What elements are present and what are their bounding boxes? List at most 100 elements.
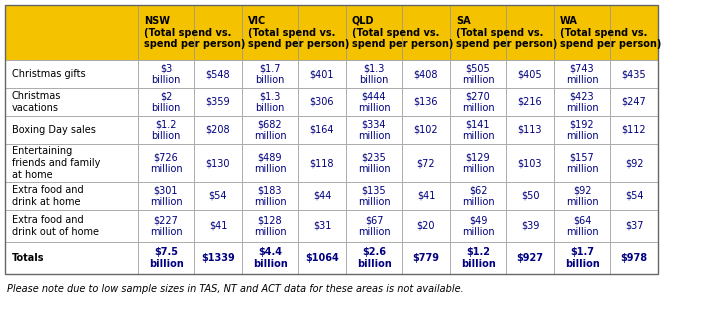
Text: $62
million: $62 million [461, 185, 495, 207]
Bar [298, 242, 346, 274]
Text: $44: $44 [313, 191, 331, 201]
Text: $548: $548 [205, 69, 230, 79]
Bar [610, 144, 658, 182]
Text: $301
million: $301 million [150, 185, 182, 207]
Bar [194, 210, 242, 242]
Bar [506, 144, 554, 182]
Text: Christmas
vacations: Christmas vacations [12, 91, 61, 113]
Bar [242, 144, 298, 182]
Text: $39: $39 [521, 221, 539, 231]
Text: Boxing Day sales: Boxing Day sales [12, 125, 96, 135]
Bar [554, 182, 610, 210]
Bar [242, 88, 298, 116]
Bar [5, 88, 138, 116]
Text: $41: $41 [209, 221, 227, 231]
Bar [138, 182, 194, 210]
Text: $227
million: $227 million [150, 215, 182, 237]
Bar [5, 210, 138, 242]
Bar [242, 242, 298, 274]
Bar [346, 210, 402, 242]
Bar [346, 5, 402, 60]
Bar [298, 60, 346, 88]
Text: $54: $54 [209, 191, 227, 201]
Bar [554, 88, 610, 116]
Text: $927: $927 [516, 253, 544, 263]
Bar [554, 5, 658, 60]
Text: Extra food and
drink out of home: Extra food and drink out of home [12, 215, 99, 237]
Bar [346, 88, 402, 116]
Bar [138, 5, 194, 60]
Text: $743
million: $743 million [566, 63, 598, 85]
Bar [554, 5, 610, 60]
Bar [194, 116, 242, 144]
Text: NSW
(Total spend vs.
spend per person): NSW (Total spend vs. spend per person) [144, 16, 245, 49]
Bar [450, 182, 506, 210]
Text: $505
million: $505 million [461, 63, 495, 85]
Text: $408: $408 [414, 69, 438, 79]
Text: $1.2
billion: $1.2 billion [151, 119, 181, 141]
Text: $72: $72 [417, 158, 435, 168]
Text: $405: $405 [518, 69, 542, 79]
Text: $130: $130 [205, 158, 230, 168]
Text: Entertaining
friends and family
at home: Entertaining friends and family at home [12, 146, 100, 180]
Bar [5, 60, 138, 88]
Text: $118: $118 [310, 158, 335, 168]
Text: $208: $208 [205, 125, 230, 135]
Bar [402, 144, 450, 182]
Text: $157
million: $157 million [566, 152, 598, 174]
Text: $7.5
billion: $7.5 billion [149, 247, 183, 269]
Bar [242, 182, 298, 210]
Bar [402, 88, 450, 116]
Text: $235
million: $235 million [358, 152, 390, 174]
Bar [610, 88, 658, 116]
Text: $978: $978 [621, 253, 647, 263]
Bar [506, 88, 554, 116]
Text: $401: $401 [310, 69, 335, 79]
Bar [610, 210, 658, 242]
Text: $112: $112 [622, 125, 646, 135]
Text: $67
million: $67 million [358, 215, 390, 237]
Text: WA
(Total spend vs.
spend per person): WA (Total spend vs. spend per person) [560, 16, 661, 49]
Bar [450, 210, 506, 242]
Bar [402, 210, 450, 242]
Text: $489
million: $489 million [254, 152, 286, 174]
Bar [298, 182, 346, 210]
Bar [554, 210, 610, 242]
Bar [5, 182, 138, 210]
Bar [554, 60, 610, 88]
Bar [138, 60, 194, 88]
Bar [298, 88, 346, 116]
Bar [346, 144, 402, 182]
Text: $444
million: $444 million [358, 91, 390, 113]
Text: $247: $247 [622, 97, 646, 107]
Text: $270
million: $270 million [461, 91, 495, 113]
Text: Please note due to low sample sizes in TAS, NT and ACT data for these areas is n: Please note due to low sample sizes in T… [7, 284, 464, 294]
Text: $359: $359 [205, 97, 230, 107]
Text: $216: $216 [518, 97, 542, 107]
Text: $141
million: $141 million [461, 119, 495, 141]
Text: SA
(Total spend vs.
spend per person): SA (Total spend vs. spend per person) [456, 16, 557, 49]
Bar [298, 210, 346, 242]
Text: $1.3
billion: $1.3 billion [359, 63, 389, 85]
Text: $1064: $1064 [305, 253, 339, 263]
Bar [506, 5, 554, 60]
Bar [506, 60, 554, 88]
Bar [346, 60, 402, 88]
Bar [194, 144, 242, 182]
Text: $164: $164 [310, 125, 335, 135]
Text: $1.3
billion: $1.3 billion [255, 91, 285, 113]
Text: $183
million: $183 million [254, 185, 286, 207]
Bar [450, 5, 554, 60]
Bar [402, 182, 450, 210]
Bar [5, 5, 138, 60]
Bar [194, 242, 242, 274]
Bar [506, 242, 554, 274]
Bar [450, 88, 506, 116]
Text: $37: $37 [625, 221, 643, 231]
Text: $192
million: $192 million [566, 119, 598, 141]
Bar [554, 144, 610, 182]
Bar [242, 210, 298, 242]
Bar [242, 5, 298, 60]
Bar [194, 60, 242, 88]
Bar [138, 210, 194, 242]
